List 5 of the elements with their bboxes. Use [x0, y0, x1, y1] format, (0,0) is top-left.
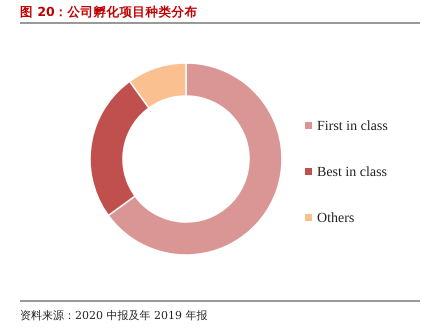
legend-label: First in class	[317, 119, 388, 134]
text: 资料来源：2020 中报及年 2019 年报	[20, 309, 208, 322]
legend-label: Others	[317, 211, 354, 226]
legend-label: Best in class	[317, 165, 387, 180]
chart-title: 图 20：公司孵化项目种类分布	[20, 4, 198, 19]
